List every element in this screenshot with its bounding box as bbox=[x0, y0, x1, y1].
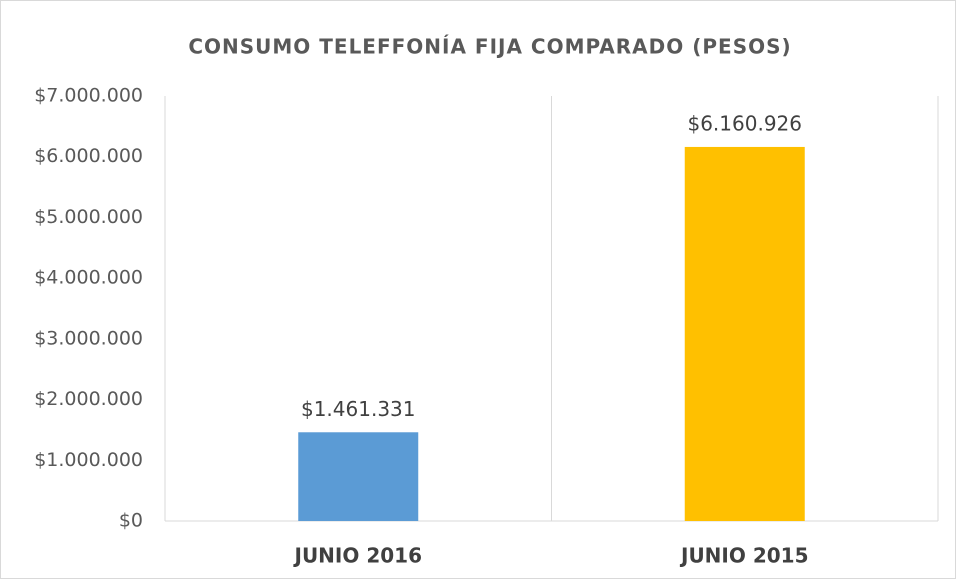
y-tick-label: $5.000.000 bbox=[34, 206, 143, 228]
y-tick-label: $0 bbox=[119, 510, 143, 532]
value-label: $6.160.926 bbox=[687, 111, 802, 135]
y-tick-label: $2.000.000 bbox=[34, 388, 143, 410]
y-tick-label: $6.000.000 bbox=[34, 145, 143, 167]
value-label: $1.461.331 bbox=[301, 397, 416, 421]
y-tick-label: $3.000.000 bbox=[34, 327, 143, 349]
y-tick-label: $4.000.000 bbox=[34, 267, 143, 289]
bar bbox=[298, 432, 419, 521]
bar bbox=[684, 146, 805, 521]
y-tick-label: $1.000.000 bbox=[34, 449, 143, 471]
x-tick-label: JUNIO 2016 bbox=[293, 544, 423, 568]
x-tick-label: JUNIO 2015 bbox=[679, 544, 809, 568]
y-tick-label: $7.000.000 bbox=[34, 85, 143, 107]
chart-title: CONSUMO TELEFFONÍA FIJA COMPARADO (PESOS… bbox=[188, 35, 791, 59]
